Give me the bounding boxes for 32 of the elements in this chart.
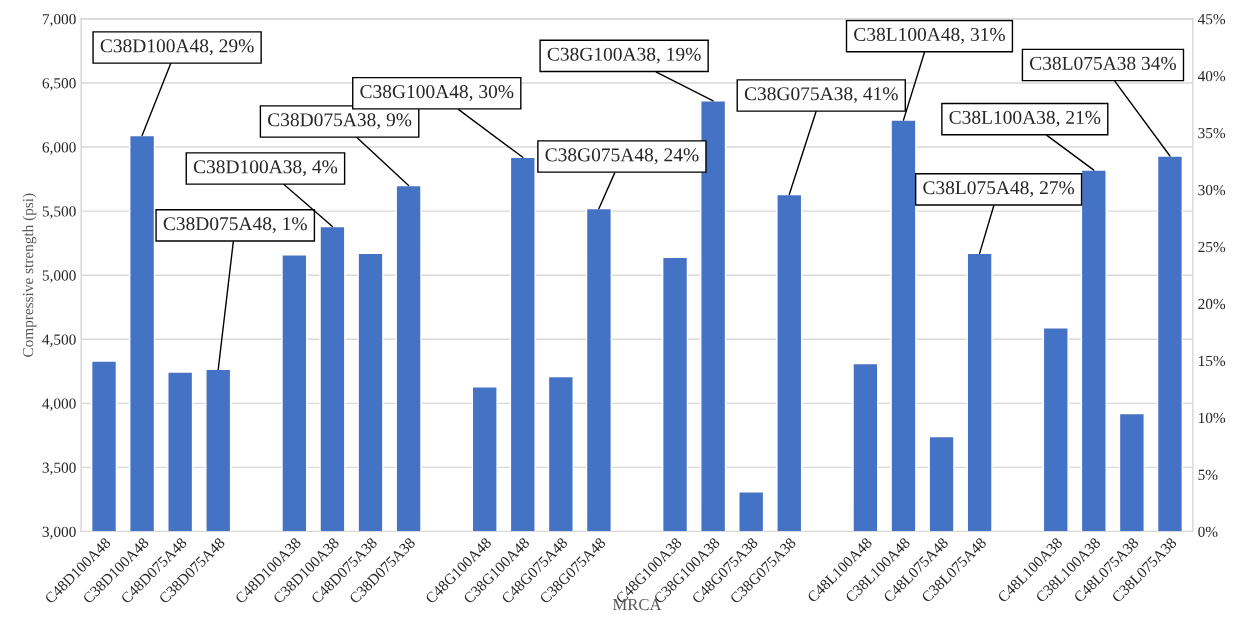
y-tick-label: 4,000: [42, 398, 76, 411]
annotation: C38G100A48, 30%: [360, 85, 514, 101]
annotation: C38G075A38, 41%: [744, 87, 898, 104]
annotation: C38L075A38 34%: [1030, 56, 1177, 70]
y2-tick-label: 10%: [1199, 412, 1226, 424]
y2-tick-label: 35%: [1198, 127, 1226, 139]
y-tick-label: 7,000: [42, 14, 76, 27]
y-axis-title: Compressive strength (psi): [22, 193, 37, 357]
annotation: C38G100A38, 19%: [547, 47, 701, 64]
y-tick-label: 5,500: [42, 206, 76, 219]
annotation: C38G075A48, 24%: [545, 148, 699, 165]
y2-tick-label: 15%: [1199, 355, 1226, 367]
annotation: C38D075A48, 1%: [163, 217, 307, 234]
y2-tick-label: 5%: [1198, 469, 1218, 481]
annotation: C38L100A48, 31%: [854, 27, 1005, 44]
y-tick-label: 6,000: [42, 142, 76, 155]
annotation: C38D075A38, 9%: [268, 113, 412, 130]
y-tick-label: 3,000: [42, 526, 76, 540]
y-tick-label: 5,000: [42, 270, 76, 283]
y2-tick-label: 25%: [1198, 241, 1226, 253]
y2-tick-label: 45%: [1197, 14, 1226, 25]
y-tick-label: 6,500: [42, 78, 76, 91]
annotation: C38D100A38, 4%: [193, 160, 338, 177]
y-tick-label: 3,500: [42, 462, 76, 476]
y2-tick-label: 0%: [1198, 526, 1218, 538]
annotation: C38L075A48, 27%: [923, 181, 1075, 198]
y2-tick-label: 40%: [1197, 70, 1226, 82]
y2-tick-label: 20%: [1198, 298, 1226, 310]
annotation: C38L100A38, 21%: [949, 110, 1101, 127]
y-tick-label: 4,500: [42, 334, 76, 347]
y2-tick-label: 30%: [1198, 184, 1226, 196]
annotation: C38D100A48, 29%: [100, 39, 254, 56]
